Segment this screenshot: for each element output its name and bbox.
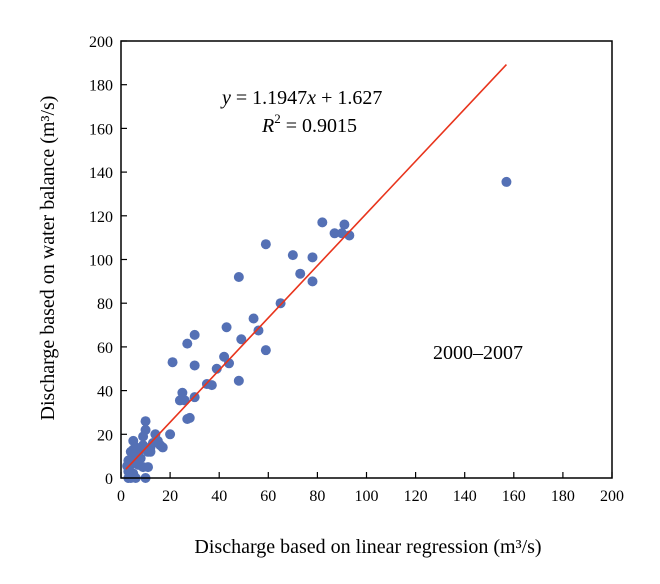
data-point bbox=[174, 395, 185, 406]
data-point bbox=[167, 357, 178, 368]
r-squared-label: R2 = 0.9015 bbox=[261, 111, 357, 137]
x-tick-label: 140 bbox=[453, 488, 477, 505]
data-point bbox=[260, 239, 271, 250]
y-tick-label: 60 bbox=[97, 340, 113, 357]
data-point bbox=[339, 219, 350, 230]
data-point bbox=[329, 228, 340, 239]
data-point bbox=[307, 252, 318, 263]
y-tick-label: 120 bbox=[89, 209, 113, 226]
y-tick-label: 40 bbox=[97, 384, 113, 401]
regression-equation: y = 1.1947x + 1.627 bbox=[220, 87, 382, 109]
data-point bbox=[248, 313, 259, 324]
data-point bbox=[145, 446, 156, 457]
data-point bbox=[501, 176, 512, 187]
x-tick-label: 120 bbox=[404, 488, 428, 505]
data-point bbox=[295, 268, 306, 279]
data-point bbox=[189, 329, 200, 340]
axis-ticks: 0 20 40 60 80 100 120 140 160 180 200 0 20 40 60 80 100 1… bbox=[89, 34, 624, 505]
x-tick-label: 60 bbox=[260, 488, 276, 505]
data-point bbox=[275, 298, 286, 309]
y-tick-label: 200 bbox=[89, 34, 113, 51]
data-point bbox=[165, 429, 176, 440]
y-tick-label: 80 bbox=[97, 296, 113, 313]
plot-frame bbox=[120, 40, 613, 479]
data-point bbox=[182, 338, 193, 349]
period-label: 2000–2007 bbox=[433, 342, 523, 364]
regression-line bbox=[125, 64, 508, 470]
y-tick-label: 0 bbox=[105, 471, 113, 488]
data-point bbox=[177, 387, 188, 398]
y-tick-label: 100 bbox=[89, 253, 113, 270]
x-tick-label: 20 bbox=[162, 488, 178, 505]
y-tick-label: 180 bbox=[89, 78, 113, 95]
data-point bbox=[219, 351, 230, 362]
data-point bbox=[307, 276, 318, 287]
x-tick-label: 80 bbox=[309, 488, 325, 505]
x-tick-label: 160 bbox=[502, 488, 526, 505]
data-point bbox=[236, 334, 247, 345]
data-point bbox=[125, 446, 136, 457]
data-points bbox=[122, 176, 512, 483]
data-point bbox=[128, 435, 139, 446]
data-point bbox=[233, 375, 244, 386]
data-point bbox=[150, 429, 161, 440]
x-tick-label: 180 bbox=[551, 488, 575, 505]
x-tick-label: 40 bbox=[211, 488, 227, 505]
x-tick-label: 0 bbox=[117, 488, 125, 505]
data-point bbox=[138, 431, 149, 442]
data-point bbox=[287, 250, 298, 261]
data-point bbox=[182, 414, 193, 425]
data-point bbox=[122, 460, 133, 471]
data-point bbox=[221, 322, 232, 333]
data-point bbox=[140, 416, 151, 427]
data-point bbox=[253, 325, 264, 336]
x-tick-label: 100 bbox=[355, 488, 379, 505]
data-point bbox=[317, 217, 328, 228]
data-point bbox=[233, 271, 244, 282]
data-point bbox=[260, 345, 271, 356]
data-point bbox=[189, 360, 200, 371]
y-axis-title: Discharge based on water balance (m³/s) bbox=[37, 96, 59, 421]
x-axis-title: Discharge based on linear regression (m³… bbox=[194, 536, 541, 558]
y-tick-label: 20 bbox=[97, 427, 113, 444]
x-tick-label: 200 bbox=[600, 488, 624, 505]
data-point bbox=[211, 363, 222, 374]
y-tick-label: 160 bbox=[89, 121, 113, 138]
y-tick-label: 140 bbox=[89, 165, 113, 182]
